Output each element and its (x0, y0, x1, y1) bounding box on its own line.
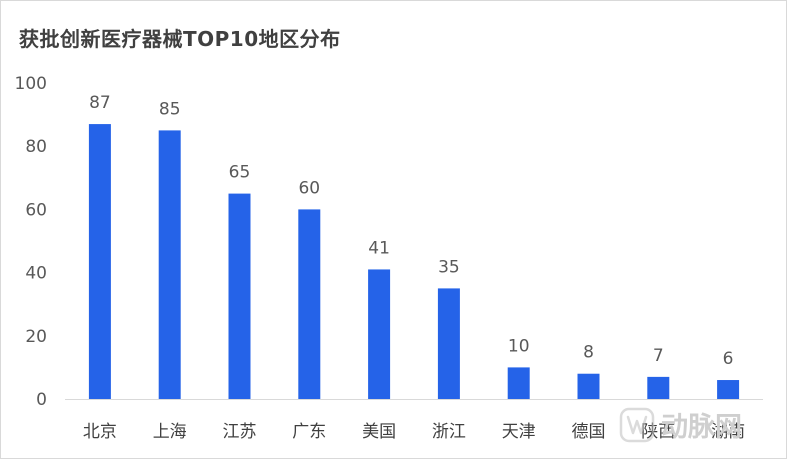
chart-title: 获批创新医疗器械TOP10地区分布 (19, 27, 341, 51)
bar-value-label: 8 (583, 343, 594, 363)
bar-value-label: 35 (438, 257, 460, 277)
bar-value-label: 6 (723, 349, 734, 369)
bar (158, 130, 181, 399)
bar (298, 209, 321, 399)
bar (507, 367, 530, 399)
y-tick-label: 100 (15, 74, 47, 94)
bar-value-label: 85 (159, 99, 181, 119)
y-tick-label: 60 (25, 200, 47, 220)
watermark-text: 动脉网 (661, 412, 742, 443)
bars (88, 124, 740, 399)
bar-value-label: 87 (89, 93, 111, 113)
bar (647, 376, 670, 399)
watermark: 动脉网 (619, 403, 779, 447)
bar (577, 373, 600, 399)
y-tick-label: 40 (25, 264, 47, 284)
arterial-network-logo-icon (619, 407, 655, 443)
bar (228, 193, 251, 399)
bar-value-label: 10 (508, 336, 530, 356)
bar (717, 380, 740, 399)
x-category-label: 德国 (572, 422, 606, 442)
x-category-label: 陕西 (641, 422, 675, 442)
bar-value-label: 60 (298, 178, 320, 198)
bar-value-label: 7 (653, 346, 664, 366)
x-category-label: 天津 (502, 422, 536, 442)
y-tick-label: 80 (25, 137, 47, 157)
bar (437, 288, 460, 399)
y-tick-label: 0 (36, 390, 47, 410)
x-category-label: 广东 (292, 422, 326, 442)
x-category-label: 江苏 (223, 422, 257, 442)
y-tick-label: 20 (25, 327, 47, 347)
bar-value-label: 65 (229, 163, 251, 183)
x-category-label: 浙江 (432, 422, 466, 442)
x-category-label: 美国 (362, 422, 396, 442)
x-category-label: 上海 (153, 422, 187, 442)
bar (88, 124, 111, 399)
x-category-label: 北京 (83, 422, 117, 442)
bar (368, 269, 391, 399)
bar-value-label: 41 (368, 238, 390, 258)
y-axis-ticks: 0 20 40 60 80 100 (15, 74, 47, 410)
x-category-label: 湖南 (711, 422, 745, 442)
category-labels: 北京 上海 江苏 广东 美国 浙江 天津 德国 陕西 湖南 (83, 422, 745, 442)
